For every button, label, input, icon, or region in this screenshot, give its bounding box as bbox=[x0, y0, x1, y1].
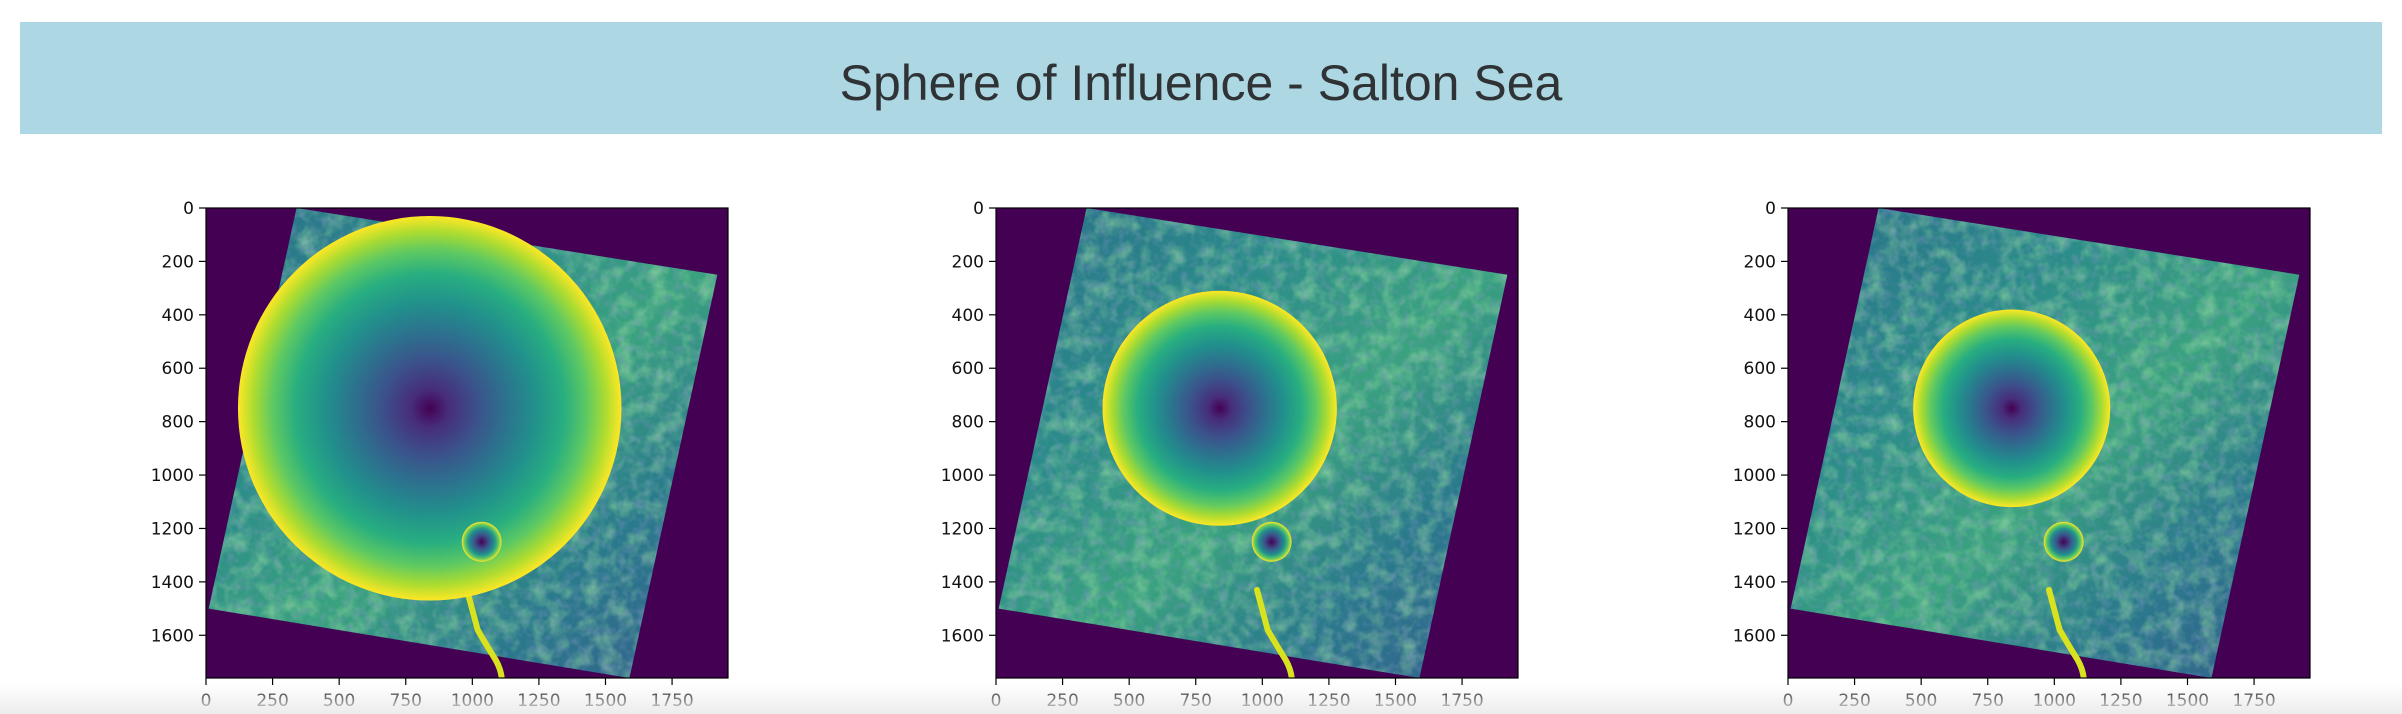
axes-frame bbox=[205, 207, 729, 679]
shoreline-highlight bbox=[1254, 586, 1295, 678]
y-tick-label: 1000 bbox=[1733, 466, 1776, 486]
y-tick-label: 600 bbox=[1744, 359, 1776, 379]
y-tick-label: 1000 bbox=[151, 466, 194, 486]
y-tick-label: 400 bbox=[1744, 306, 1776, 326]
y-tick-label: 0 bbox=[1765, 199, 1776, 219]
circle-small bbox=[461, 521, 502, 562]
y-tick-label: 1200 bbox=[151, 519, 194, 539]
y-tick-label: 800 bbox=[952, 413, 984, 433]
y-tick-label: 800 bbox=[162, 413, 194, 433]
y-tick-label: 400 bbox=[952, 306, 984, 326]
y-tick-label: 400 bbox=[162, 306, 194, 326]
y-tick-label: 1000 bbox=[941, 466, 984, 486]
circle-large bbox=[237, 216, 622, 601]
panel-1: 0250500750100012501500175002004006008001… bbox=[151, 199, 729, 711]
y-tick-label: 1600 bbox=[1733, 626, 1776, 646]
circle-small bbox=[2043, 521, 2084, 562]
y-tick-label: 600 bbox=[162, 359, 194, 379]
bottom-fade bbox=[0, 684, 2402, 714]
y-tick-label: 1400 bbox=[941, 573, 984, 593]
y-tick-label: 1600 bbox=[941, 626, 984, 646]
circle-small bbox=[1251, 521, 1292, 562]
circle-large bbox=[1913, 309, 2111, 508]
y-tick-label: 1200 bbox=[1733, 519, 1776, 539]
shoreline-highlight bbox=[464, 586, 505, 678]
shoreline-highlight bbox=[2046, 586, 2087, 678]
panel-2: 0250500750100012501500175002004006008001… bbox=[941, 199, 1519, 711]
y-tick-label: 1200 bbox=[941, 519, 984, 539]
title-banner: Sphere of Influence - Salton Sea bbox=[20, 22, 2382, 134]
y-tick-label: 1400 bbox=[151, 573, 194, 593]
y-tick-label: 0 bbox=[973, 199, 984, 219]
page-title: Sphere of Influence - Salton Sea bbox=[839, 55, 1563, 111]
y-tick-label: 0 bbox=[183, 199, 194, 219]
y-tick-label: 600 bbox=[952, 359, 984, 379]
panel-3: 0250500750100012501500175002004006008001… bbox=[1733, 199, 2311, 711]
y-tick-label: 800 bbox=[1744, 413, 1776, 433]
circle-large bbox=[1102, 290, 1337, 526]
axes-frame bbox=[1787, 207, 2311, 679]
y-tick-label: 200 bbox=[952, 252, 984, 272]
y-tick-label: 1400 bbox=[1733, 573, 1776, 593]
y-tick-label: 1600 bbox=[151, 626, 194, 646]
y-tick-label: 200 bbox=[1744, 252, 1776, 272]
y-tick-label: 200 bbox=[162, 252, 194, 272]
axes-frame bbox=[995, 207, 1519, 679]
